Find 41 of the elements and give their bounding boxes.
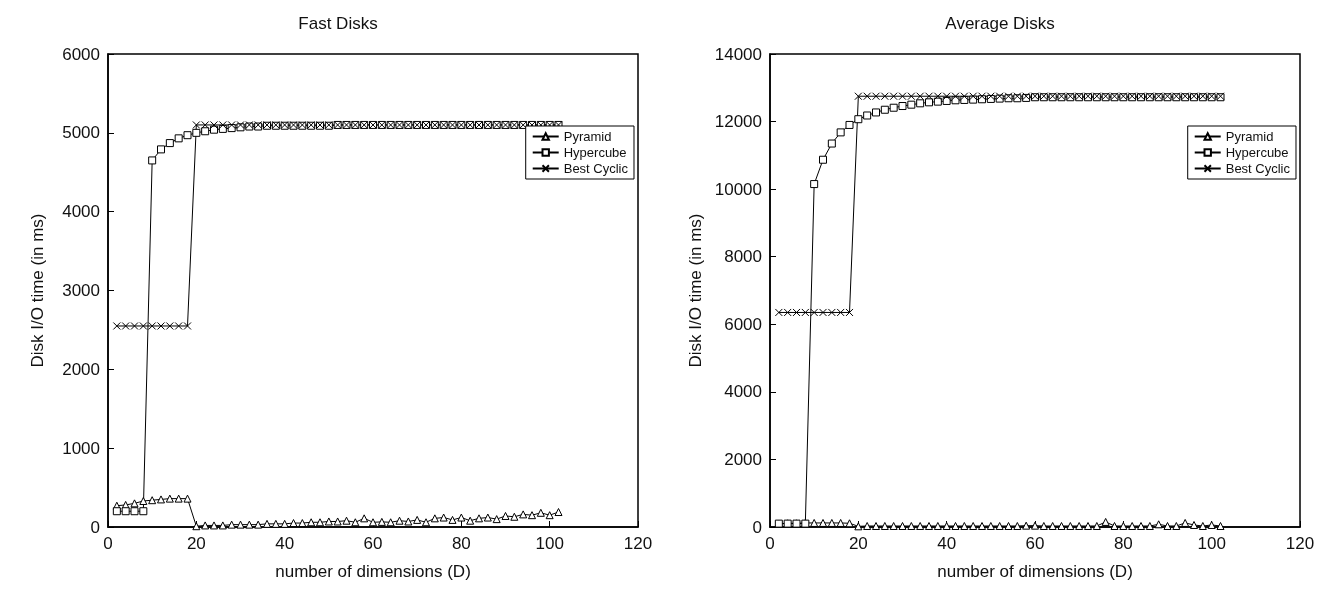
y-axis-title: Disk I/O time (in ms) [28, 213, 47, 368]
y-tick-label: 6000 [62, 44, 100, 64]
x-axis-title: number of dimensions (D) [275, 562, 471, 581]
chart-title: Average Disks [945, 14, 1055, 33]
x-tick-label: 0 [765, 534, 775, 553]
y-tick-label: 3000 [62, 281, 100, 300]
x-tick-label: 40 [937, 534, 957, 553]
y-axis-title: Disk I/O time (in ms) [685, 213, 705, 368]
x-tick-label: 80 [1113, 534, 1133, 553]
y-tick-label: 14000 [714, 44, 762, 64]
legend-label: Pyramid [563, 129, 612, 144]
chart-title: Fast Disks [298, 14, 378, 33]
x-tick-label: 120 [623, 534, 653, 553]
legend-label: Hypercube [563, 145, 627, 160]
y-tick-label: 0 [752, 517, 762, 537]
x-tick-label: 20 [186, 534, 206, 553]
legend-label: Pyramid [1225, 129, 1274, 144]
y-tick-label: 5000 [62, 123, 100, 143]
x-tick-label: 0 [103, 534, 113, 553]
x-tick-label: 20 [848, 534, 868, 553]
y-tick-label: 1000 [62, 438, 100, 458]
x-tick-label: 40 [275, 534, 295, 553]
y-tick-label: 0 [90, 517, 100, 537]
y-tick-label: 2000 [724, 449, 762, 469]
y-tick-label: 12000 [714, 112, 762, 132]
x-tick-label: 60 [1025, 534, 1045, 553]
x-axis-title: number of dimensions (D) [937, 562, 1133, 581]
y-tick-label: 2000 [62, 359, 100, 379]
x-tick-label: 120 [1285, 534, 1315, 553]
x-tick-label: 100 [1197, 534, 1226, 553]
x-tick-label: 80 [451, 534, 471, 553]
legend-label: Best Cyclic [563, 161, 629, 176]
y-tick-label: 4000 [724, 382, 762, 402]
y-tick-label: 8000 [724, 247, 762, 267]
x-tick-label: 60 [363, 534, 383, 553]
y-tick-label: 6000 [724, 314, 762, 334]
y-tick-label: 10000 [714, 179, 762, 199]
legend-label: Hypercube [1225, 145, 1289, 160]
y-tick-label: 4000 [62, 202, 100, 222]
legend-label: Best Cyclic [1225, 161, 1291, 176]
x-tick-label: 100 [535, 534, 564, 553]
